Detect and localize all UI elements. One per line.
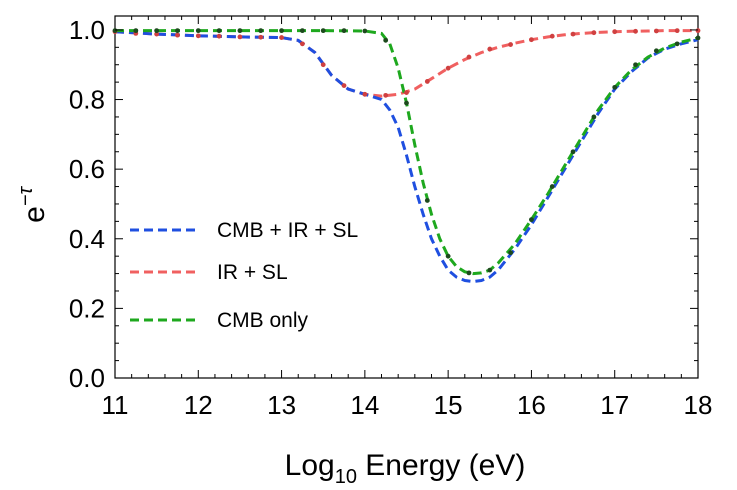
y-tick-label: 1.0: [69, 15, 105, 45]
x-tick-label: 13: [267, 390, 296, 420]
y-tick-label: 0.4: [69, 224, 105, 254]
data-point-ir-sl: [216, 33, 222, 39]
data-point-ir-sl: [549, 33, 555, 39]
data-point-ir-sl: [279, 35, 284, 40]
data-point-cmb-only: [508, 250, 514, 256]
data-point-cmb-only: [299, 28, 305, 34]
data-point-cmb-only: [466, 270, 472, 276]
data-point-ir-sl: [612, 29, 618, 35]
y-axis-title: e−τ: [15, 186, 51, 223]
x-axis-title-base: Log: [285, 449, 335, 482]
legend-label-ir-sl: IR + SL: [217, 261, 288, 284]
data-point-ir-sl: [237, 34, 243, 40]
data-point-cmb-only: [549, 184, 555, 189]
y-axis-title-sup: −τ: [15, 186, 37, 207]
markers-group: [112, 28, 701, 276]
data-point-ir-sl: [633, 28, 638, 34]
data-point-cmb-only: [112, 28, 118, 34]
data-point-ir-sl: [674, 28, 680, 34]
x-tick-label: 14: [350, 390, 379, 420]
data-point-cmb-only: [529, 217, 534, 223]
data-point-cmb-only: [341, 28, 347, 34]
data-point-cmb-only: [424, 198, 430, 203]
data-point-cmb-only: [404, 100, 409, 106]
data-point-cmb-only: [195, 28, 201, 34]
data-point-ir-sl: [695, 28, 701, 34]
data-point-cmb-only: [674, 41, 680, 47]
data-point-ir-sl: [445, 65, 451, 71]
data-point-cmb-only: [362, 28, 368, 34]
data-point-cmb-only: [133, 28, 139, 34]
axes-group: 11 12 13 14 15 16 17 18 0.0 0.2 0.4 0.6 0.8 1.0: [69, 15, 713, 420]
data-point-ir-sl: [653, 28, 659, 34]
x-axis-title-sub: 10: [335, 466, 357, 488]
data-point-cmb-only: [612, 84, 618, 90]
plot-frame: [114, 15, 699, 379]
data-point-cmb-only: [591, 114, 597, 120]
y-tick-label: 0.2: [69, 293, 105, 323]
series-group: [114, 29, 699, 284]
x-tick-label: 16: [517, 390, 546, 420]
data-point-cmb-only: [154, 28, 160, 34]
data-point-ir-sl: [154, 31, 160, 37]
legend-label-cmb-ir-sl: CMB + IR + SL: [217, 219, 358, 242]
data-point-ir-sl: [195, 33, 201, 39]
series-line-cmb-ir-sl: [114, 30, 699, 284]
data-point-cmb-only: [383, 37, 389, 43]
data-point-ir-sl: [424, 79, 430, 84]
x-tick-label: 17: [600, 390, 629, 420]
data-point-cmb-only: [633, 62, 638, 68]
data-point-cmb-only: [487, 267, 493, 273]
data-point-ir-sl: [258, 34, 264, 40]
data-point-ir-sl: [383, 92, 389, 98]
data-point-cmb-only: [445, 253, 451, 259]
data-point-cmb-only: [237, 28, 243, 34]
x-tick-label: 15: [434, 390, 463, 420]
y-tick-label: 0.0: [69, 363, 105, 393]
data-point-ir-sl: [341, 83, 347, 89]
data-point-ir-sl: [570, 31, 576, 37]
data-point-ir-sl: [175, 32, 180, 38]
series-line-ir-sl: [114, 29, 698, 98]
x-axis-title-rest: Energy (eV): [357, 449, 525, 482]
data-point-cmb-only: [216, 28, 222, 34]
y-axis-title-base: e: [18, 206, 51, 223]
data-point-ir-sl: [466, 54, 472, 60]
data-point-cmb-only: [258, 28, 264, 34]
data-point-ir-sl: [362, 91, 368, 97]
data-point-cmb-only: [695, 35, 701, 41]
data-point-cmb-only: [653, 48, 659, 54]
x-axis-title: Log10 Energy (eV): [285, 449, 526, 488]
data-point-ir-sl: [529, 37, 534, 43]
data-point-ir-sl: [508, 42, 514, 47]
data-point-ir-sl: [591, 30, 597, 36]
legend: CMB + IR + SL IR + SL CMB only: [130, 219, 358, 332]
data-point-cmb-only: [320, 28, 326, 34]
series-line-cmb-only: [115, 29, 699, 276]
data-point-ir-sl: [299, 41, 305, 47]
y-tick-label: 0.8: [69, 85, 105, 115]
x-tick-label: 12: [184, 390, 213, 420]
x-tick-label: 18: [684, 390, 713, 420]
data-point-ir-sl: [487, 46, 493, 52]
data-point-ir-sl: [404, 90, 409, 95]
plot-frame-group: [114, 15, 699, 379]
data-point-ir-sl: [320, 62, 326, 68]
x-tick-label: 11: [102, 390, 129, 420]
data-point-cmb-only: [175, 28, 180, 34]
data-point-cmb-only: [279, 28, 284, 34]
legend-label-cmb-only: CMB only: [217, 309, 309, 332]
data-point-cmb-only: [570, 149, 576, 155]
y-tick-label: 0.6: [69, 154, 105, 184]
